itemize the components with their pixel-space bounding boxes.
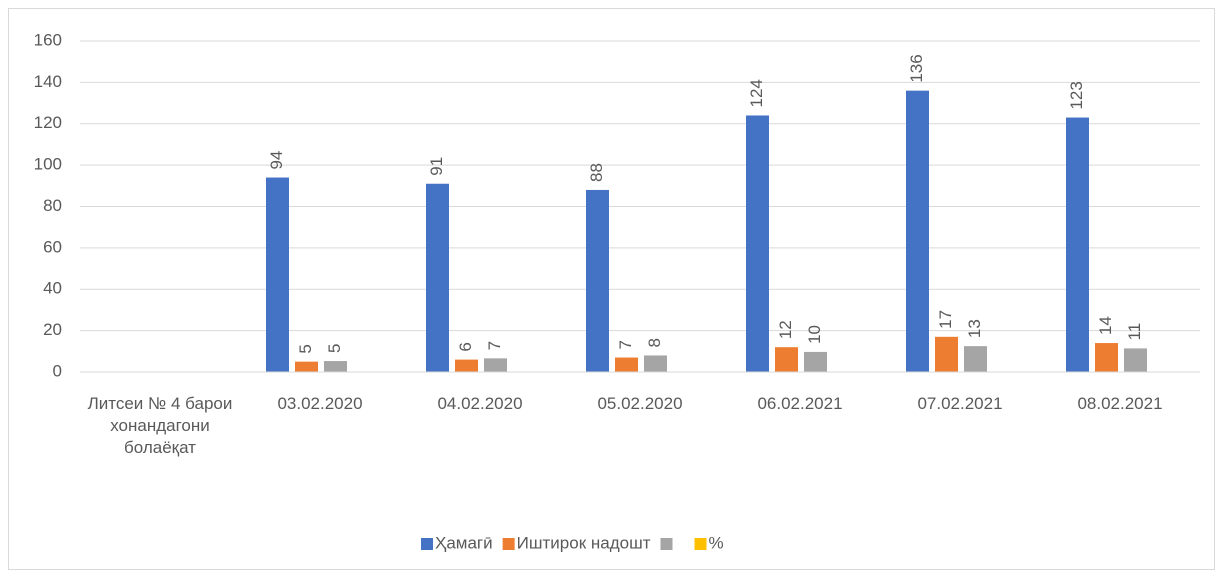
y-tick-label: 80 [43,196,62,215]
bar [484,358,507,372]
bar [266,177,289,372]
bar [1095,343,1118,372]
data-label: 123 [1067,81,1086,109]
data-label: 5 [296,344,315,353]
data-label: 94 [267,151,286,170]
data-label: 10 [805,325,824,344]
x-tick-label: 03.02.2020 [277,394,363,413]
data-label: 7 [485,341,504,350]
data-label: 136 [907,54,926,82]
legend-swatch [502,538,515,550]
x-tick-label: 08.02.2021 [1077,394,1163,413]
bar [644,355,667,372]
data-label: 8 [645,338,664,347]
data-label: 91 [427,157,446,176]
data-label: 7 [616,340,635,349]
y-tick-label: 20 [43,320,62,339]
x-tick-label: 06.02.2021 [757,394,843,413]
y-tick-label: 160 [34,30,62,49]
bar [775,347,798,372]
y-tick-label: 60 [43,237,62,256]
bar [906,90,929,373]
data-label: 12 [776,320,795,339]
bar [426,183,449,372]
bar [295,361,318,372]
data-label: 6 [456,342,475,351]
x-tick-label: 07.02.2021 [917,394,1003,413]
x-tick-label: Литсеи № 4 барои хонандагони болаёқат [87,394,233,457]
bar [964,346,987,372]
data-label: 11 [1125,323,1144,341]
legend-label: % [709,533,724,552]
legend-swatch [694,538,707,550]
y-tick-label: 100 [34,155,62,174]
y-tick-label: 120 [34,113,62,132]
x-tick-label: 05.02.2020 [597,394,683,413]
data-label: 124 [747,79,766,107]
bar [586,189,609,372]
x-tick-label: 04.02.2020 [437,394,523,413]
y-tick-label: 40 [43,279,62,298]
bar [455,359,478,372]
bar [1066,117,1089,372]
bar [746,115,769,372]
legend-label: Иштирок надошт [517,533,651,552]
y-tick-label: 0 [53,361,62,380]
bar [804,351,827,372]
bar [324,361,347,372]
bar [615,357,638,372]
data-label: 13 [965,319,984,338]
data-label: 5 [325,344,344,353]
y-tick-label: 140 [34,72,62,91]
legend-swatch [660,538,673,550]
bar [1124,348,1147,372]
data-label: 14 [1096,316,1115,335]
legend-label: Ҳамагӣ [435,533,493,552]
bar [935,336,958,372]
data-label: 17 [936,310,955,329]
legend-swatch [421,538,433,550]
data-label: 88 [587,163,606,182]
